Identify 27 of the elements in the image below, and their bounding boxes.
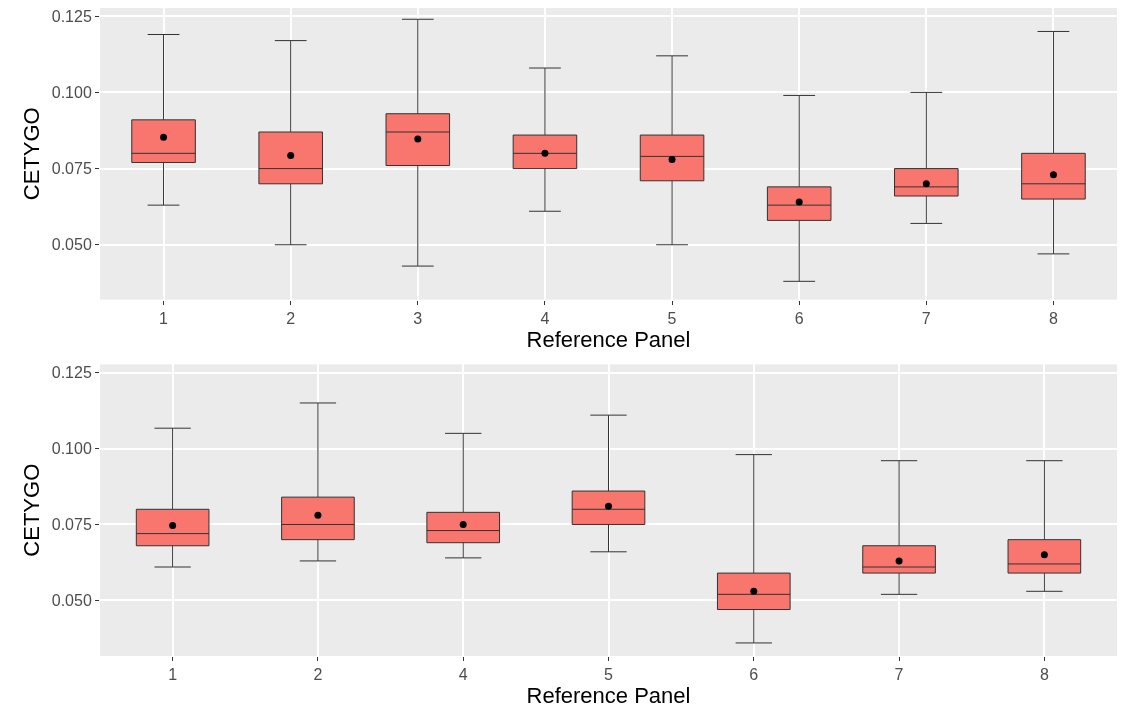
x-tick-label: 4 — [458, 666, 468, 684]
x-tick-label: 4 — [540, 309, 550, 327]
x-tick-label: 1 — [168, 666, 178, 684]
x-tick-label: 1 — [159, 309, 169, 327]
y-axis-title: CETYGO — [18, 463, 44, 557]
x-tick-label: 2 — [286, 309, 296, 327]
y-tick-label: 0.100 — [51, 84, 92, 101]
y-tick-label: 0.075 — [51, 516, 92, 534]
y-tick-label: 0.125 — [51, 7, 92, 25]
x-tick-label: 8 — [1048, 309, 1058, 327]
x-tick-label: 7 — [921, 309, 931, 327]
x-tick-label: 5 — [604, 666, 614, 684]
x-tick-label: 2 — [313, 666, 323, 684]
y-axis-title: CETYGO — [18, 107, 44, 201]
y-tick-label: 0.050 — [51, 236, 92, 254]
x-axis-title: Reference Panel — [526, 683, 691, 709]
y-tick-label: 0.075 — [51, 160, 92, 178]
x-tick-label: 3 — [413, 309, 423, 327]
x-tick-label: 7 — [894, 666, 904, 684]
x-tick-label: 6 — [794, 309, 804, 327]
y-tick-label: 0.125 — [51, 364, 92, 382]
x-tick-label: 8 — [1039, 666, 1049, 684]
x-tick-label: 6 — [749, 666, 759, 684]
x-axis-title: Reference Panel — [526, 326, 691, 352]
y-tick-label: 0.050 — [51, 592, 92, 610]
x-tick-label: 5 — [667, 309, 677, 327]
y-tick-label: 0.100 — [51, 440, 92, 458]
